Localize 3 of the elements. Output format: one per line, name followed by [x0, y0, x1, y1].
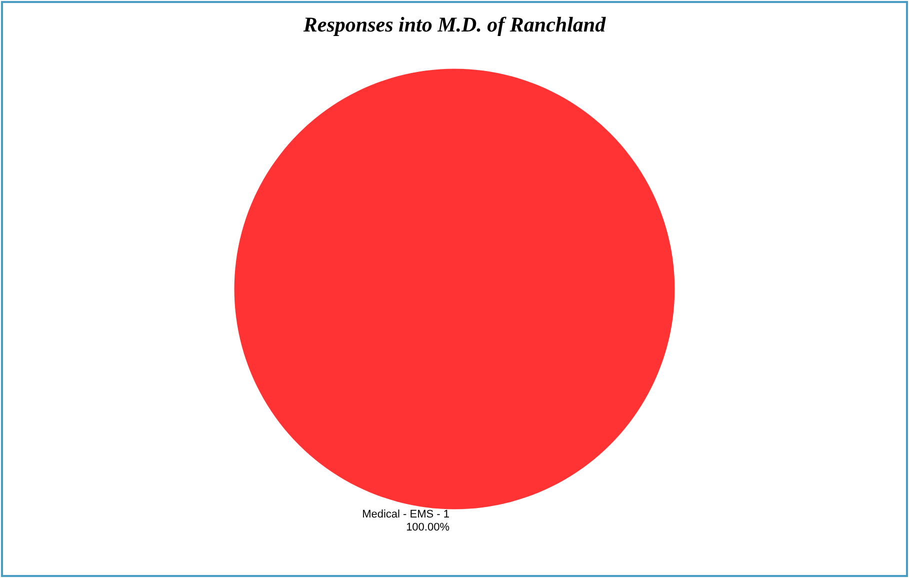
chart-title: Responses into M.D. of Ranchland: [302, 12, 606, 36]
data-label: 100.00%: [406, 522, 450, 534]
slice-label: Medical - EMS - 1: [362, 508, 450, 521]
